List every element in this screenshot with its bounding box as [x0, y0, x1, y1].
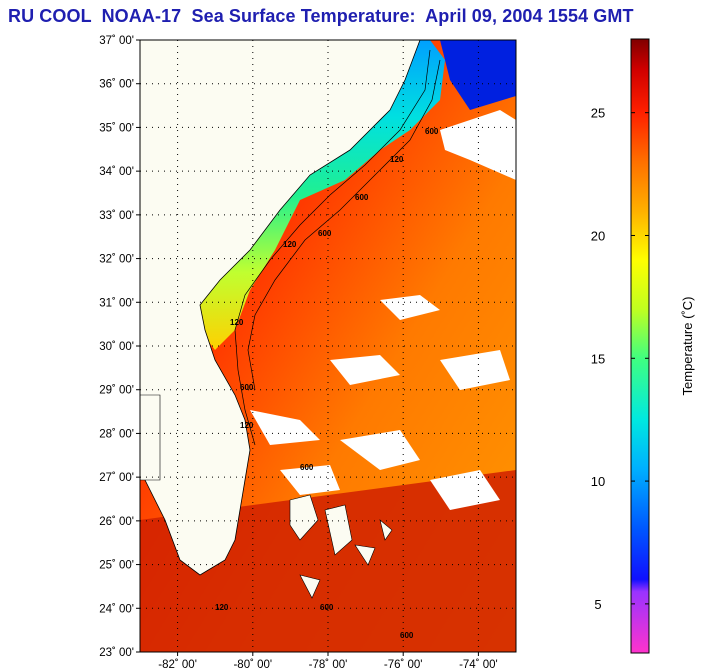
- contour-label: 600: [318, 229, 332, 238]
- latitude-label: 34˚ 00': [99, 166, 134, 178]
- contour-label: 600: [425, 127, 439, 136]
- longitude-label: -74˚ 00': [459, 659, 498, 671]
- colorbar-title: Temperature (˚C): [680, 297, 695, 396]
- contour-label: 120: [283, 240, 297, 249]
- colorbar: 25 20 15 10 5 Temperature (˚C): [591, 38, 695, 654]
- gulf-coast-land: [140, 394, 161, 481]
- colorbar-tick-label: 5: [594, 597, 601, 612]
- colorbar-tick-label: 20: [591, 228, 605, 243]
- latitude-label: 28˚ 00': [99, 428, 134, 440]
- cloud-mask: [250, 110, 516, 510]
- latitude-label: 23˚ 00': [99, 647, 134, 659]
- continental-shelf-cool-water: [200, 40, 445, 350]
- longitude-label: -82˚ 00': [158, 659, 197, 671]
- colorbar-tick-label: 25: [591, 106, 605, 121]
- contour-label: 600: [300, 463, 314, 472]
- colorbar-ticks: 25 20 15 10 5: [591, 106, 649, 612]
- latitude-label: 30˚ 00': [99, 341, 134, 353]
- map-title: RU COOL NOAA-17 Sea Surface Temperature:…: [8, 6, 634, 26]
- longitude-label: -80˚ 00': [233, 659, 272, 671]
- latitude-labels: 37˚ 00' 36˚ 00' 35˚ 00' 34˚ 00' 33˚ 00' 32˚ 0…: [99, 35, 134, 659]
- contour-label: 120: [215, 603, 229, 612]
- contour-label: 600: [400, 631, 414, 640]
- contour-label: 600: [355, 193, 369, 202]
- latitude-label: 24˚ 00': [99, 603, 134, 615]
- latitude-label: 32˚ 00': [99, 254, 134, 266]
- contour-label: 120: [390, 155, 404, 164]
- longitude-labels: -82˚ 00' -80˚ 00' -78˚ 00' -76˚ 00' -74˚ 00': [158, 659, 497, 671]
- contour-label: 120: [240, 421, 254, 430]
- latitude-label: 27˚ 00': [99, 472, 134, 484]
- latitude-label: 35˚ 00': [99, 122, 134, 134]
- latitude-label: 37˚ 00': [99, 35, 134, 47]
- cold-northern-water: [440, 40, 516, 110]
- bahamas-islands: [289, 494, 393, 599]
- us-east-coast-land: [140, 40, 421, 576]
- latitude-label: 29˚ 00': [99, 385, 134, 397]
- graticule: [136, 39, 516, 656]
- contour-label: 600: [320, 603, 334, 612]
- colorbar-gradient: [630, 38, 650, 654]
- contour-label: 120: [230, 318, 244, 327]
- longitude-label: -78˚ 00': [309, 659, 348, 671]
- bathymetry-labels: 600 120 600 120 120 600 120 600 600 120 …: [215, 127, 439, 640]
- longitude-label: -76˚ 00': [384, 659, 423, 671]
- colorbar-tick-label: 10: [591, 474, 605, 489]
- contour-label: 600: [240, 383, 254, 392]
- latitude-label: 25˚ 00': [99, 560, 134, 572]
- latitude-label: 36˚ 00': [99, 79, 134, 91]
- latitude-label: 31˚ 00': [99, 297, 134, 309]
- bathymetry-contours: [234, 49, 441, 446]
- latitude-label: 33˚ 00': [99, 210, 134, 222]
- colorbar-tick-label: 15: [591, 351, 605, 366]
- latitude-label: 26˚ 00': [99, 516, 134, 528]
